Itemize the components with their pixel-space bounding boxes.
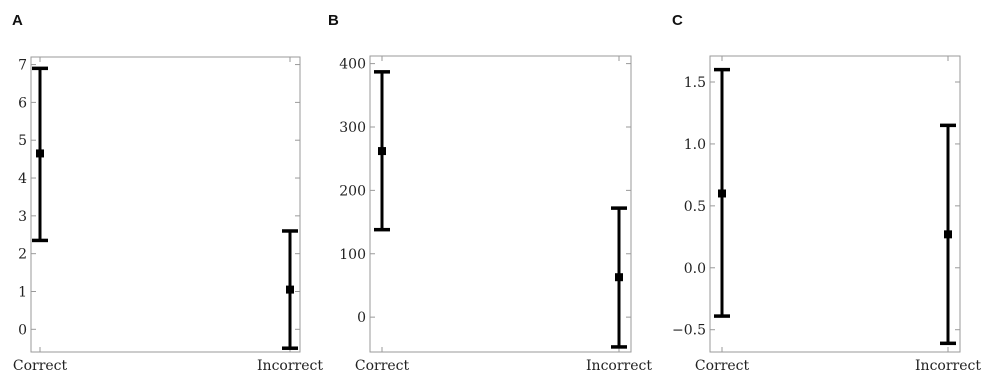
x-category-label: Incorrect <box>257 358 323 374</box>
y-tick-label: 1.5 <box>684 75 706 91</box>
y-tick-label: 300 <box>339 120 366 136</box>
mean-point-incorrect <box>944 230 952 239</box>
x-category-label: Incorrect <box>915 358 981 374</box>
y-tick-label: 1 <box>18 284 27 300</box>
mean-point-correct <box>36 149 44 158</box>
y-tick-label: 4 <box>18 171 27 187</box>
x-category-label: Correct <box>355 358 410 374</box>
panel-letter: C <box>672 12 683 29</box>
y-tick-label: 7 <box>18 58 27 74</box>
mean-point-correct <box>378 147 386 156</box>
panel-letter: A <box>12 12 23 29</box>
y-tick-label: −0.5 <box>672 323 706 339</box>
y-tick-label: 3 <box>18 209 27 225</box>
y-tick-label: 400 <box>339 57 366 73</box>
x-category-label: Incorrect <box>586 358 652 374</box>
y-tick-label: 0.5 <box>684 199 706 215</box>
y-tick-label: 0 <box>18 322 27 338</box>
y-tick-label: 0.0 <box>684 261 706 277</box>
y-tick-label: 1.0 <box>684 137 706 153</box>
x-category-label: Correct <box>13 358 68 374</box>
plot-frame <box>369 55 632 353</box>
plot-frame <box>709 55 961 353</box>
mean-point-correct <box>718 189 726 198</box>
plot-frame <box>30 56 301 353</box>
y-tick-label: 5 <box>18 133 27 149</box>
panel-letter: B <box>328 12 339 29</box>
y-tick-label: 2 <box>18 247 27 263</box>
y-tick-label: 100 <box>339 247 366 263</box>
x-category-label: Correct <box>695 358 750 374</box>
mean-point-incorrect <box>286 285 294 294</box>
y-tick-label: 6 <box>18 95 27 111</box>
y-tick-label: 0 <box>357 310 366 326</box>
panel-a: A 0 1 2 3 4 5 6 7 Correct Incorrect <box>12 12 323 374</box>
y-tick-label: 200 <box>339 183 366 199</box>
panel-b: B 0 100 200 300 400 Correct Incorrect <box>328 12 652 374</box>
panel-c: C −0.5 0.0 0.5 1.0 1.5 Correct Incorrect <box>672 12 981 374</box>
mean-point-incorrect <box>615 273 623 282</box>
